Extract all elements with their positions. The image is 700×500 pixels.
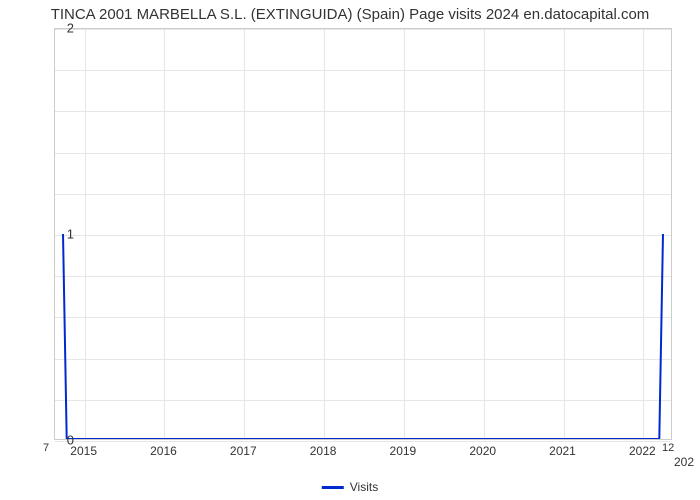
legend-swatch-visits [322, 486, 344, 489]
corner-label-bottom-left: 7 [43, 442, 49, 454]
x-tick-label: 2021 [549, 444, 576, 458]
visits-series-line [55, 29, 671, 439]
x-tick-label: 2019 [390, 444, 417, 458]
legend-label-visits: Visits [350, 480, 378, 494]
x-tick-label: 2016 [150, 444, 177, 458]
x-tick-label: 2015 [70, 444, 97, 458]
corner-label-right-extra: 202 [674, 455, 694, 469]
x-tick-label: 2017 [230, 444, 257, 458]
chart-title: TINCA 2001 MARBELLA S.L. (EXTINGUIDA) (S… [0, 0, 700, 23]
x-tick-label: 2018 [310, 444, 337, 458]
x-tick-label: 2020 [469, 444, 496, 458]
x-tick-label: 2022 [629, 444, 656, 458]
corner-label-bottom-right: 12 [662, 442, 674, 454]
chart-plot [54, 28, 672, 440]
y-tick-label: 2 [54, 21, 74, 36]
legend: Visits [322, 480, 378, 494]
y-tick-label: 1 [54, 227, 74, 242]
plot-area [54, 28, 672, 440]
grid-line-h [55, 441, 671, 442]
